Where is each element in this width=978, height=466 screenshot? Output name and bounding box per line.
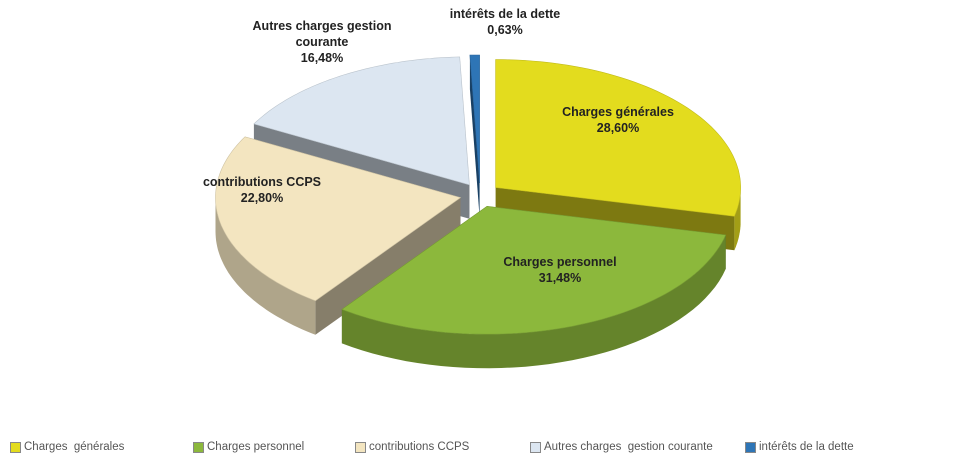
legend-item: Autres charges gestion courante: [530, 441, 713, 453]
legend-label: intérêts de la dette: [759, 441, 854, 453]
slice: [341, 205, 727, 335]
slice: [469, 54, 480, 217]
legend-item: Charges personnel: [193, 441, 304, 453]
data-label-value: 28,60%: [596, 121, 640, 135]
data-label-name: intérêts de la dette: [449, 7, 561, 21]
slice: [253, 56, 470, 186]
data-label-name: Autres charges gestion courante: [252, 19, 392, 49]
data-label-value: 0,63%: [487, 23, 523, 37]
data-label-value: 31,48%: [538, 271, 582, 285]
legend-label: Autres charges gestion courante: [544, 441, 713, 453]
legend-label: Charges générales: [24, 441, 125, 453]
slice-side: [215, 197, 316, 335]
data-label: Charges générales 28,60%: [562, 104, 674, 136]
legend-swatch: [745, 441, 756, 453]
slice: [469, 54, 480, 184]
data-label-name: Charges générales: [562, 105, 674, 119]
slice: [215, 136, 462, 302]
legend-swatch: [193, 441, 204, 453]
legend-item: contributions CCPS: [355, 441, 469, 453]
slice-side: [341, 235, 726, 369]
data-label-value: 16,48%: [300, 51, 344, 65]
slice: [341, 205, 727, 369]
legend-item: Charges générales: [10, 441, 124, 453]
legend-swatch: [355, 441, 366, 453]
legend-swatch: [530, 441, 541, 453]
slice-wall: [315, 197, 461, 335]
legend-label: contributions CCPS: [369, 441, 470, 453]
legend-swatch: [10, 441, 21, 453]
legend-label: Charges personnel: [207, 441, 305, 453]
legend-item: intérêts de la dette: [745, 441, 854, 453]
data-label-name: contributions CCPS: [202, 175, 322, 189]
data-label-name: Charges personnel: [503, 255, 617, 269]
data-label: Autres charges gestion courante 16,48%: [235, 18, 410, 66]
data-label-value: 22,80%: [240, 191, 284, 205]
slice: [215, 136, 462, 335]
slice-wall: [469, 55, 480, 217]
data-label: contributions CCPS 22,80%: [203, 174, 321, 206]
data-label: intérêts de la dette 0,63%: [450, 6, 560, 38]
slice: [495, 59, 741, 217]
data-label: Charges personnel 31,48%: [503, 254, 616, 286]
